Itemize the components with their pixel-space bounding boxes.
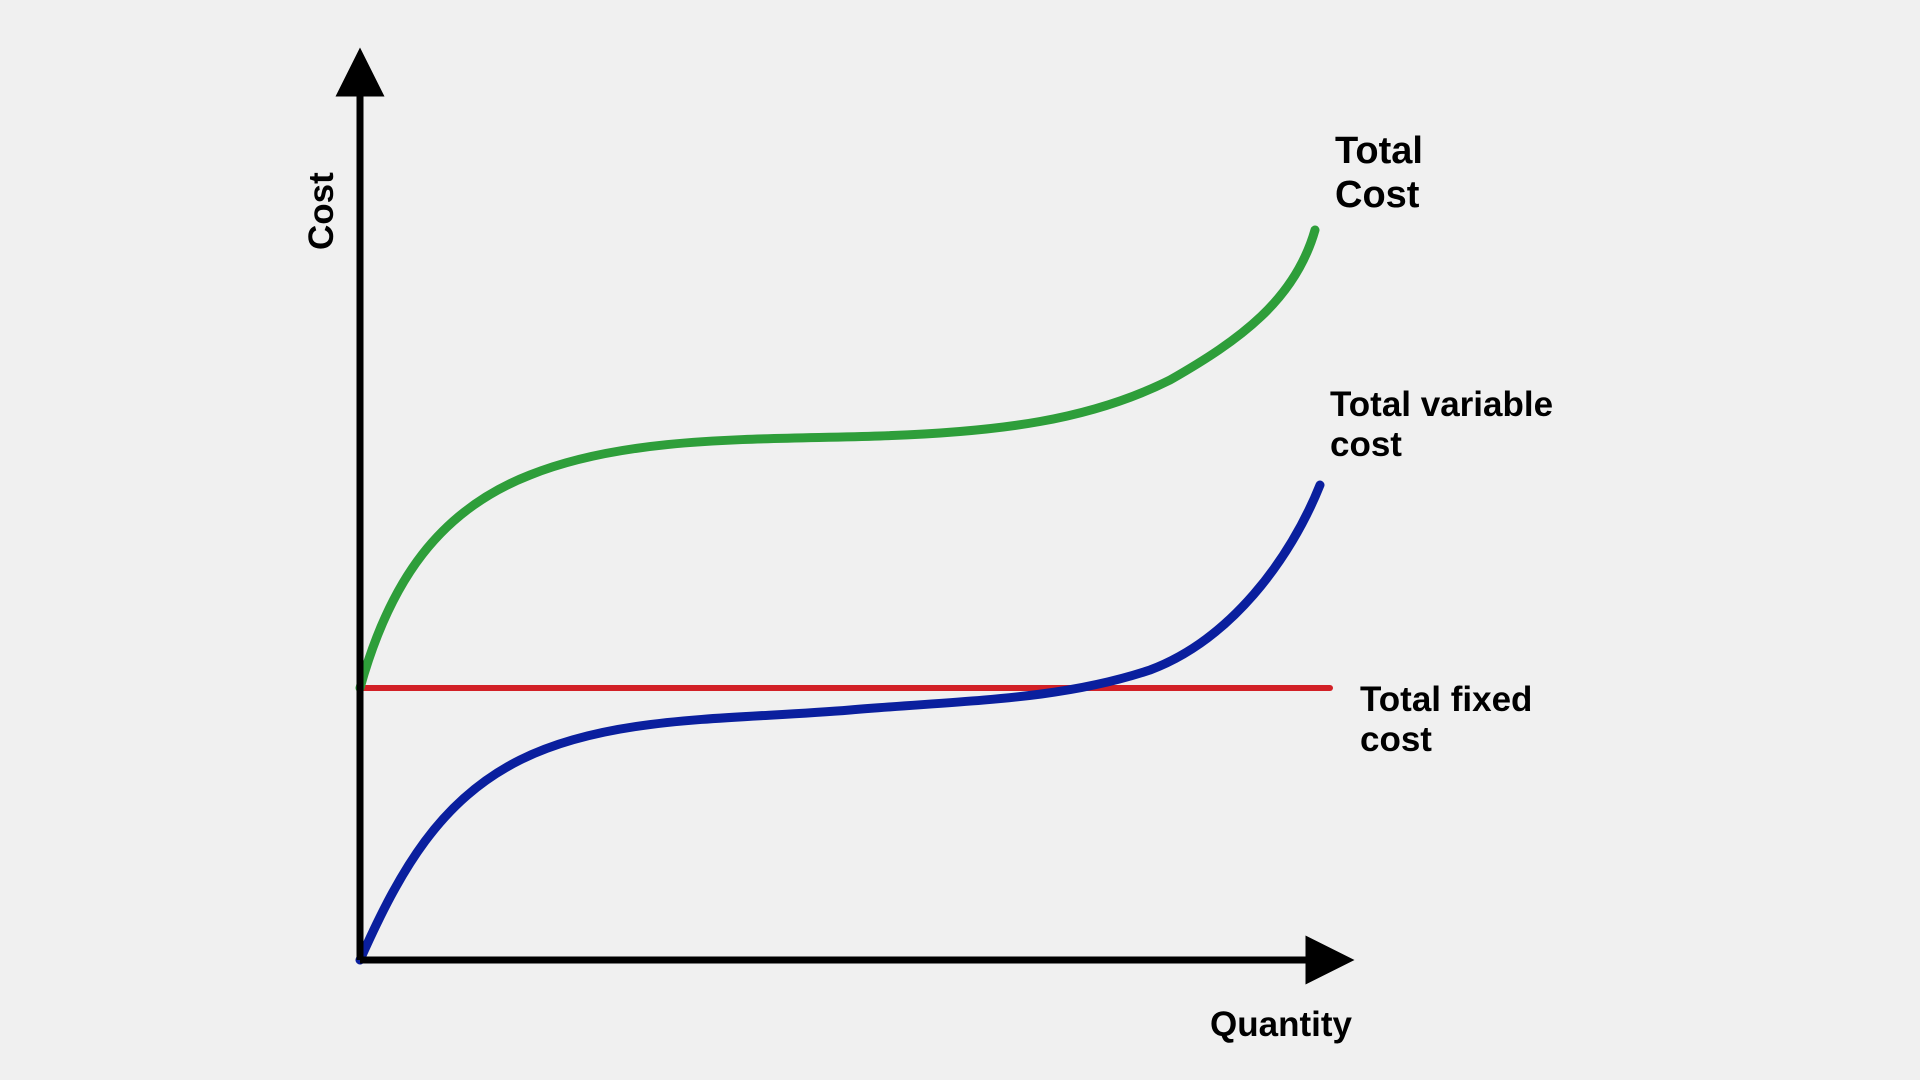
chart-background	[0, 0, 1920, 1080]
cost-curves-chart	[0, 0, 1920, 1080]
y-axis-label: Cost	[302, 172, 342, 250]
label-total_variable_cost: Total variable cost	[1330, 385, 1553, 466]
chart-container: Cost Quantity Total fixed cost Total vari…	[0, 0, 1920, 1080]
label-total_fixed_cost: Total fixed cost	[1360, 680, 1532, 761]
label-total_cost: Total Cost	[1335, 130, 1423, 217]
x-axis-label: Quantity	[1210, 1005, 1352, 1045]
